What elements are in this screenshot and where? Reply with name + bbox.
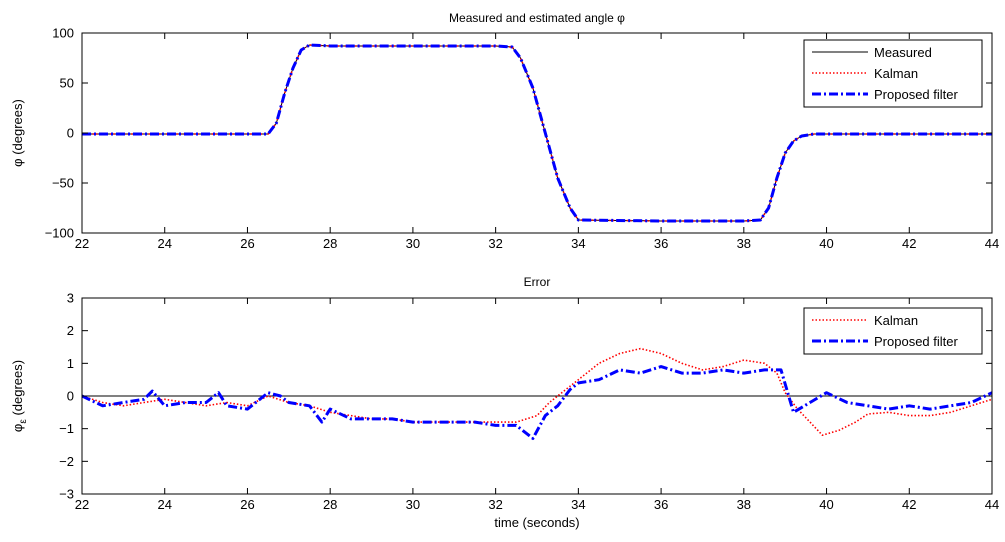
x-tick-label: 24	[157, 236, 171, 251]
legend-label: Proposed filter	[874, 334, 958, 349]
chart-title: Error	[524, 275, 551, 289]
x-tick-label: 34	[571, 497, 585, 512]
x-tick-label: 24	[157, 497, 171, 512]
y-tick-label: 50	[60, 76, 74, 91]
y-axis-label: φ (degrees)	[10, 99, 25, 167]
y-axis-label-main: φ	[10, 424, 25, 432]
x-tick-label: 38	[737, 236, 751, 251]
x-tick-label: 32	[488, 497, 502, 512]
x-tick-label: 44	[985, 236, 999, 251]
y-axis-label-subscript: ε	[18, 419, 29, 424]
legend-label: Kalman	[874, 313, 918, 328]
x-tick-label: 26	[240, 236, 254, 251]
x-tick-label: 22	[75, 497, 89, 512]
legend-box	[803, 307, 983, 355]
legend-label: Proposed filter	[874, 87, 958, 102]
legend-label: Kalman	[874, 66, 918, 81]
x-tick-label: 30	[406, 497, 420, 512]
x-tick-label: 28	[323, 497, 337, 512]
y-tick-label: −2	[59, 454, 74, 469]
x-tick-label: 36	[654, 497, 668, 512]
y-tick-label: −50	[52, 176, 74, 191]
y-tick-label: −100	[45, 226, 74, 241]
x-axis-label: time (seconds)	[494, 515, 579, 530]
series-line-proposed-filter	[82, 43, 992, 223]
series-line-proposed-filter	[82, 365, 992, 440]
y-tick-label: 3	[67, 291, 74, 306]
top-plot: 22 24 26 28 30 32 34 36 38 40 42 44 −100 −50 0 50 100 Mea…	[10, 11, 999, 251]
x-tick-label: 36	[654, 236, 668, 251]
x-tick-label: 42	[902, 236, 916, 251]
y-tick-label: −1	[59, 421, 74, 436]
error-plot: 22 24 26 28 30 32 34 36 38 40 42 44 −3 −2 −1 0 1 2 3 Error t…	[10, 275, 999, 530]
y-tick-label: 1	[67, 356, 74, 371]
chart-title: Measured and estimated angle φ	[449, 11, 625, 25]
x-tick-label: 22	[75, 236, 89, 251]
x-tick-label: 30	[406, 236, 420, 251]
x-tick-label: 40	[819, 497, 833, 512]
y-axis-label-main: φ (degrees)	[10, 99, 25, 167]
y-tick-label: 100	[52, 26, 74, 41]
y-tick-label: 0	[67, 389, 74, 404]
x-tick-label: 38	[737, 497, 751, 512]
x-tick-label: 32	[488, 236, 502, 251]
x-tick-label: 44	[985, 497, 999, 512]
y-tick-label: 2	[67, 323, 74, 338]
legend: Kalman Proposed filter	[803, 307, 983, 355]
x-tick-label: 26	[240, 497, 254, 512]
legend: Measured Kalman Proposed filter	[803, 39, 983, 108]
legend-label: Measured	[874, 45, 932, 60]
x-tick-label: 42	[902, 497, 916, 512]
x-tick-label: 28	[323, 236, 337, 251]
series-line-kalman	[82, 347, 992, 437]
y-axis-label: φε (degrees)	[10, 360, 29, 432]
x-tick-label: 34	[571, 236, 585, 251]
y-axis-label-units: (degrees)	[10, 360, 25, 419]
y-tick-label: −3	[59, 487, 74, 502]
x-tick-label: 40	[819, 236, 833, 251]
y-tick-label: 0	[67, 126, 74, 141]
